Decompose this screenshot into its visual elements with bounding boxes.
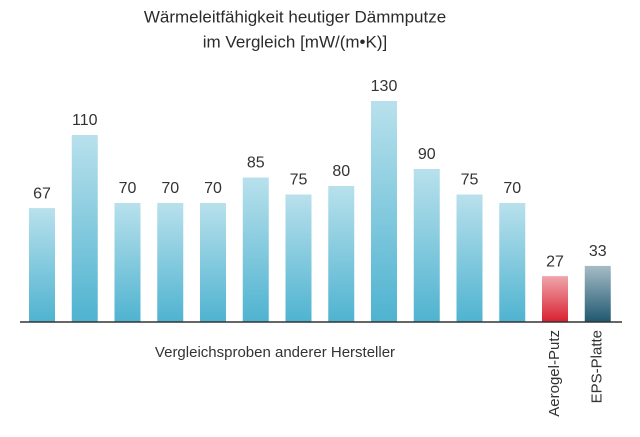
bar: [285, 194, 312, 322]
bar: [157, 203, 184, 322]
bar: [413, 169, 440, 322]
bar: [71, 135, 98, 322]
bar: [242, 177, 269, 322]
value-label: 27: [546, 253, 564, 270]
bar: [542, 276, 568, 322]
group-annotation: Vergleichsproben anderer Hersteller: [155, 344, 395, 361]
value-label: 85: [247, 155, 265, 172]
bar: [371, 101, 397, 322]
bar: [499, 203, 526, 322]
value-label: 80: [332, 163, 350, 180]
value-label: 90: [418, 146, 436, 163]
value-label: 130: [371, 78, 398, 95]
x-tick-label: Aerogel-Putz: [546, 330, 563, 417]
x-tick-label: EPS-Platte: [589, 330, 606, 403]
value-label: 70: [161, 180, 179, 197]
value-label: 70: [119, 180, 137, 197]
chart-title: Wärmeleitfähigkeit heutiger Dämmputze: [144, 7, 446, 26]
bar: [114, 203, 141, 322]
bar: [456, 194, 483, 322]
chart-subtitle: im Vergleich [mW/(m•K)]: [203, 32, 387, 51]
bar: [328, 186, 355, 322]
value-label: 75: [290, 172, 308, 189]
value-label: 70: [503, 180, 521, 197]
value-label: 67: [33, 185, 51, 202]
bar: [29, 208, 55, 322]
value-label: 70: [204, 180, 222, 197]
value-label: 33: [589, 243, 607, 260]
bar: [584, 265, 611, 322]
bar: [200, 203, 226, 322]
value-label: 110: [72, 112, 98, 129]
value-label: 75: [461, 172, 479, 189]
